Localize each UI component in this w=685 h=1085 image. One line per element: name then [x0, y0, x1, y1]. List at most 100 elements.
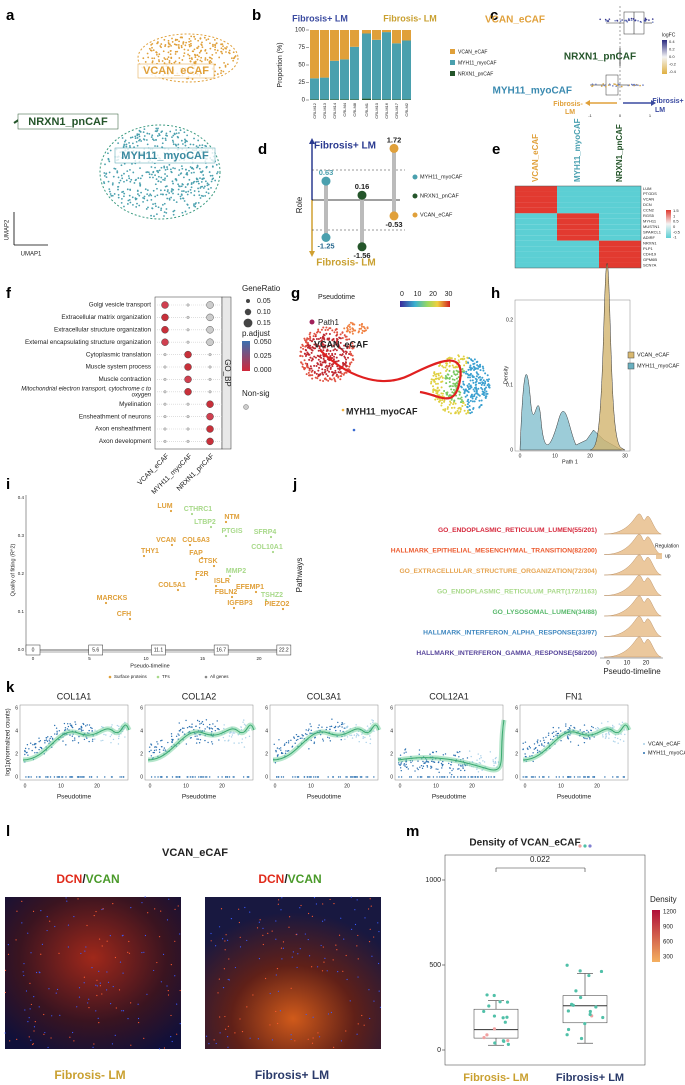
cell-dot — [150, 744, 153, 746]
cell-dot — [168, 60, 171, 62]
cell-dot — [357, 934, 359, 937]
cell-dot — [133, 182, 136, 184]
cell-dot — [181, 59, 184, 61]
label: Fibrosis+ LM — [292, 13, 348, 23]
cell-dot — [476, 364, 479, 367]
cell-dot — [80, 730, 83, 732]
cell-dot — [215, 163, 218, 166]
label: SFRP4 — [254, 529, 277, 536]
cell-dot — [454, 385, 457, 388]
cell-dot — [154, 776, 156, 778]
cell-dot — [141, 174, 144, 177]
cell-dot — [136, 134, 139, 137]
heat-cell — [515, 229, 557, 236]
cell-dot — [534, 747, 537, 750]
label: PLP1 — [643, 246, 654, 251]
cell-dot — [440, 386, 443, 389]
label: Mitochondrial electron transport, cytoch… — [21, 386, 151, 392]
cell-dot — [104, 776, 106, 778]
cell-dot — [125, 179, 128, 182]
cell-dot — [193, 190, 196, 192]
cell-dot — [371, 719, 373, 721]
gene-dot — [608, 18, 611, 20]
cell-dot — [479, 363, 482, 366]
cell-dot — [257, 1038, 259, 1040]
term-dot — [163, 365, 167, 369]
cell-dot — [119, 776, 121, 778]
cell-dot — [170, 190, 173, 193]
cell-dot — [313, 371, 316, 374]
cell-dot — [318, 347, 321, 350]
cell-dot — [358, 734, 360, 737]
cell-dot — [100, 740, 102, 742]
cell-dot — [181, 211, 184, 214]
cell-dot — [454, 358, 457, 361]
panel-label: a — [6, 7, 15, 24]
curve — [589, 263, 626, 451]
label: GO_BP — [223, 359, 232, 387]
cell-dot — [278, 776, 280, 778]
cell-dot — [240, 728, 243, 731]
cell-dot — [154, 195, 157, 198]
cell-dot — [537, 739, 539, 741]
cell-dot — [168, 61, 171, 64]
cell-dot — [164, 137, 167, 140]
cell-dot — [130, 1002, 132, 1004]
cell-dot — [138, 194, 141, 197]
cell-dot — [430, 766, 433, 768]
cell-dot — [404, 765, 406, 767]
cell-dot — [348, 353, 351, 356]
cell-dot — [193, 53, 196, 56]
term-dot — [163, 439, 167, 443]
cell-dot — [182, 55, 185, 57]
cell-dot — [193, 171, 195, 174]
heat-cell — [515, 235, 557, 241]
cell-dot — [196, 164, 199, 167]
label: Ensheathment of neurons — [79, 413, 151, 420]
bar-segment — [340, 99, 349, 100]
cell-dot — [343, 722, 346, 725]
cell-dot — [24, 750, 26, 752]
cell-dot — [200, 181, 203, 183]
cell-dot — [174, 975, 176, 977]
cell-dot — [364, 329, 367, 332]
cell-dot — [435, 768, 437, 770]
cell-dot — [201, 46, 204, 49]
cell-dot — [441, 763, 443, 766]
label: 2 — [515, 751, 518, 757]
shape — [562, 995, 608, 1024]
cell-dot — [108, 188, 111, 191]
cell-dot — [98, 970, 100, 972]
cell-dot — [66, 728, 69, 730]
cell-dot — [188, 206, 191, 209]
cell-dot — [275, 749, 277, 752]
cell-dot — [34, 1021, 36, 1023]
term-dot — [163, 377, 167, 381]
label: Density — [503, 366, 509, 385]
label: Pseudotime — [57, 794, 92, 801]
cell-dot — [160, 176, 163, 179]
cell-dot — [419, 766, 421, 768]
cell-dot — [442, 408, 445, 411]
term-dot — [161, 326, 169, 334]
label: Axon development — [99, 438, 151, 445]
cell-dot — [151, 134, 154, 137]
cell-dot — [50, 1037, 52, 1039]
cell-dot — [186, 193, 189, 196]
gene-dot — [169, 509, 173, 513]
cell-dot — [153, 751, 155, 754]
cell-dot — [433, 378, 436, 381]
cell-dot — [258, 921, 260, 923]
cell-dot — [467, 401, 470, 404]
cell-dot — [153, 749, 156, 752]
label: 1000 — [425, 877, 441, 884]
cell-dot — [91, 730, 93, 732]
cell-dot — [204, 180, 207, 183]
gene-dot — [230, 595, 234, 599]
cell-dot — [228, 735, 231, 737]
cell-dot — [604, 733, 607, 735]
label: 5.6 — [92, 647, 99, 653]
cell-dot — [469, 412, 472, 415]
cell-dot — [78, 987, 81, 989]
cell-dot — [168, 163, 171, 166]
